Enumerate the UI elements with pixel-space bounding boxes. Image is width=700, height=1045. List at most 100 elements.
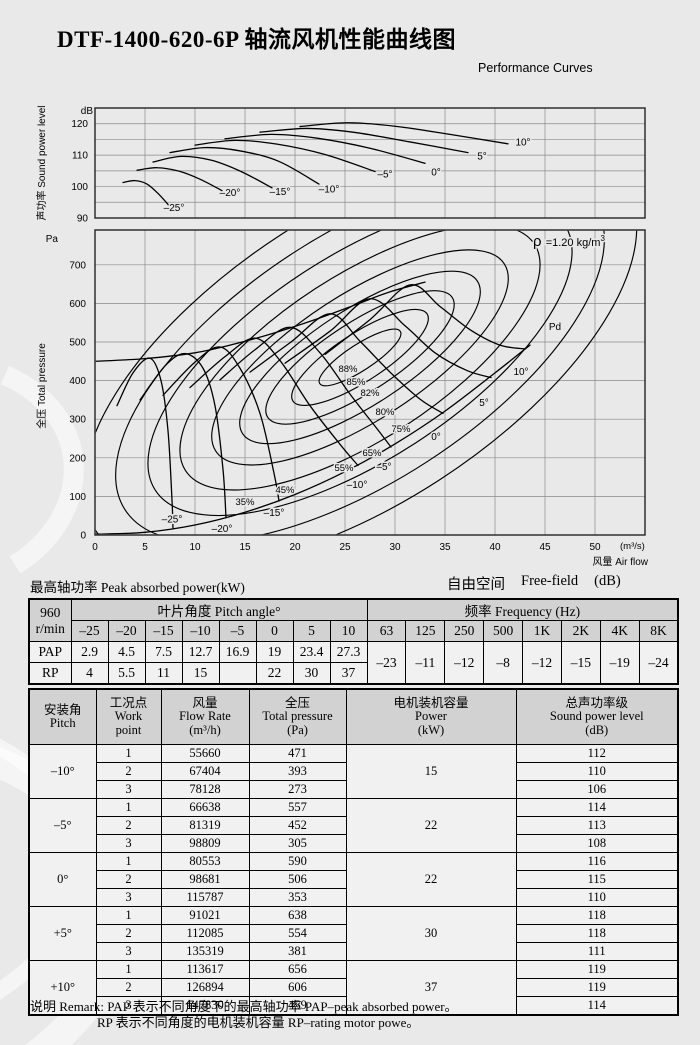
sound-curve-5°: [259, 127, 469, 154]
frequency-header: 1K: [522, 620, 562, 642]
efficiency-contours: [95, 230, 638, 535]
column-header-total-pressure: 全压 Total pressure (Pa): [248, 688, 347, 745]
frequency-correction-value: –23: [366, 641, 407, 685]
pitch-angle-group-header: 叶片角度 Pitch angle°: [70, 598, 368, 621]
sound-power-chart: 90 100 110 120 dB 声功率 Sound power level –25° –2…: [35, 105, 646, 225]
work-point-value: 2: [95, 762, 162, 781]
y-tick-label: 120: [71, 119, 88, 130]
efficiency-contour-82%: [265, 290, 455, 425]
curve-Pd-curve: [95, 344, 531, 535]
pitch-angle-header: –25: [70, 620, 109, 642]
sound-power-value: 115: [515, 870, 679, 889]
free-field-row: 自由空间 Free-field (dB): [447, 573, 621, 594]
power-table: 960 r/min 叶片角度 Pitch angle° 频率 Frequency (H…: [28, 598, 680, 685]
pap-value: 23.4: [292, 641, 331, 663]
flow-rate-value: 135319: [160, 942, 250, 961]
efficiency-contour-65%: [179, 230, 541, 491]
curve-label: 0°: [431, 432, 441, 443]
curve--10°: [189, 337, 359, 467]
performance-table: 安装角 Pitch 工况点 Work point 风量 Flow Rate (m³/h) 全压 T…: [28, 688, 679, 1016]
table-row: 0° 1 80553 590 22 116: [28, 852, 679, 907]
pap-row-label: PAP: [28, 641, 72, 663]
frequency-header: 125: [405, 620, 446, 642]
flow-rate-value: 98681: [160, 870, 250, 889]
density-annotation: ρ =1.20 kg/m3: [533, 233, 605, 250]
pitch-value: –10°: [28, 744, 97, 799]
y-tick-label: 500: [69, 338, 86, 349]
curve--20°: [139, 352, 227, 519]
efficiency-contour-75%: [211, 249, 509, 466]
efficiency-label: 75%: [391, 424, 411, 435]
page-title: DTF-1400-620-6P 轴流风机性能曲线图: [57, 27, 457, 52]
work-point-value: 3: [95, 942, 162, 961]
curve-label: 5°: [479, 398, 489, 409]
x-tick-label: 5: [142, 542, 148, 553]
curve-10°: [324, 284, 526, 356]
column-header-flow-rate: 风量 Flow Rate (m³/h): [160, 688, 250, 745]
sound-power-value: 116: [515, 852, 679, 871]
pap-value: 2.9: [70, 641, 109, 663]
pitch-angle-header: –15: [144, 620, 183, 642]
table-row: –10° 1 55660 471 15 112: [28, 744, 679, 799]
y-axis-label: 全压 Total pressure: [35, 343, 48, 429]
sound-power-value: 119: [515, 960, 679, 979]
sound-power-value: 114: [515, 996, 679, 1016]
power-value: 22: [345, 852, 517, 907]
curve-label: 10°: [513, 367, 528, 378]
curve-label: –10°: [319, 185, 340, 196]
frequency-header: 63: [366, 620, 407, 642]
efficiency-contour-80%: [239, 270, 481, 445]
pap-value: 12.7: [181, 641, 220, 663]
curve--25°: [116, 357, 174, 530]
y-tick-label: 400: [69, 376, 86, 387]
x-tick-label: 0: [92, 542, 98, 553]
rp-value: 4: [70, 662, 109, 685]
total-pressure-value: 459: [248, 996, 347, 1016]
y-tick-label: 200: [69, 453, 86, 464]
sound-power-value: 110: [515, 888, 679, 907]
frequency-header: 4K: [599, 620, 640, 642]
table-row: 2 67404 393 110: [29, 762, 679, 781]
sound-power-value: 111: [515, 942, 679, 961]
flow-rate-value: 67404: [160, 762, 250, 781]
pitch-angle-header: 10: [329, 620, 368, 642]
work-point-value: 2: [95, 924, 162, 943]
curve-label: –20°: [212, 524, 233, 535]
curve-label: –5°: [376, 462, 391, 473]
work-point-value: 2: [95, 870, 162, 889]
x-tick-label: 50: [589, 542, 601, 553]
curve-label: 0°: [431, 167, 441, 178]
sound-power-value: 119: [515, 978, 679, 997]
total-pressure-value: 393: [248, 762, 347, 781]
work-point-value: 1: [95, 960, 162, 979]
flow-rate-value: 98809: [160, 834, 250, 853]
y-unit-label: dB: [81, 106, 94, 117]
y-tick-label: 100: [69, 492, 86, 503]
plot-frame: [94, 229, 646, 536]
pap-value: 7.5: [144, 641, 183, 663]
y-tick-label: 300: [69, 415, 86, 426]
pitch-value: –5°: [28, 798, 97, 853]
efficiency-label: 55%: [334, 463, 354, 474]
frequency-header: 500: [483, 620, 524, 642]
curve--15°: [162, 346, 280, 502]
efficiency-label: 88%: [338, 364, 358, 375]
curve-label: 10°: [515, 137, 530, 148]
curve-5°: [284, 298, 492, 379]
x-axis-label: 风量 Air flow: [592, 556, 648, 568]
table-row: 3 78128 273 106: [29, 780, 679, 799]
flow-rate-value: 126894: [160, 978, 250, 997]
sound-power-value: 108: [515, 834, 679, 853]
x-tick-label: 20: [289, 542, 301, 553]
pitch-value: 0°: [28, 852, 97, 907]
x-tick-label: 10: [189, 542, 201, 553]
y-tick-label: 700: [69, 260, 86, 271]
curve-label: –25°: [162, 515, 183, 526]
sound-power-value: 118: [515, 906, 679, 925]
sound-power-value: 114: [515, 798, 679, 817]
flow-rate-value: 55660: [160, 744, 250, 763]
total-pressure-value: 506: [248, 870, 347, 889]
performance-curves-label: Performance Curves: [478, 61, 593, 75]
sound-curve-10°: [299, 122, 509, 145]
